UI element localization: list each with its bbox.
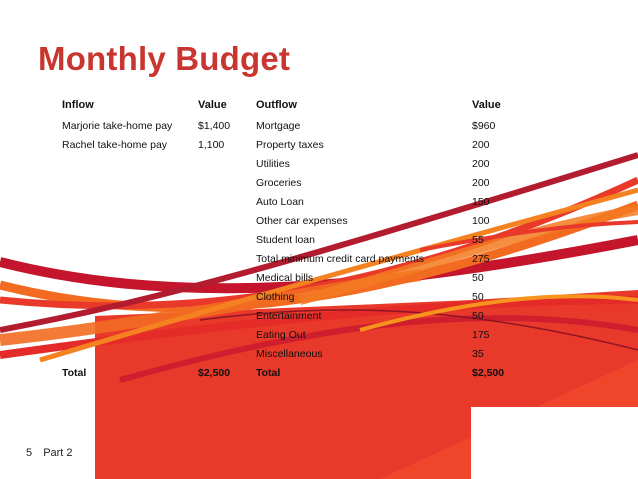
table-row: Total minimum credit card payments 275 <box>56 249 532 268</box>
total-row: Total $2,500 Total $2,500 <box>56 363 532 382</box>
outflow-value-cell: 100 <box>472 214 490 227</box>
slide-number: 5 <box>26 447 33 459</box>
outflow-value-cell: 200 <box>472 157 490 170</box>
inflow-value-cell: 1,100 <box>198 138 225 151</box>
outflow-cell: Other car expenses <box>256 214 348 227</box>
inflow-cell <box>56 306 192 325</box>
inflow-value-cell <box>192 306 250 325</box>
table-row: Rachel take-home pay 1,100 Property taxes 2… <box>56 135 532 154</box>
outflow-cell: Miscellaneous <box>256 347 323 360</box>
outflow-value-cell: 275 <box>472 252 490 265</box>
outflow-cell: Eating Out <box>256 328 306 341</box>
inflow-cell <box>56 344 192 363</box>
inflow-cell <box>56 230 192 249</box>
slide-footer: 5 Part 2 <box>26 447 73 459</box>
table-row: Auto Loan 150 <box>56 192 532 211</box>
outflow-cell: Mortgage <box>256 119 301 132</box>
outflow-value-cell: 175 <box>472 328 490 341</box>
inflow-value-cell <box>192 173 250 192</box>
outflow-cell: Total minimum credit card payments <box>256 252 425 265</box>
table-row: Other car expenses 100 <box>56 211 532 230</box>
total-outflow-label: Total <box>256 366 281 379</box>
table-header-row: Inflow Value Outflow Value <box>56 94 532 116</box>
inflow-value-cell <box>192 287 250 306</box>
inflow-cell <box>56 154 192 173</box>
inflow-value-cell <box>192 249 250 268</box>
outflow-value-cell: 50 <box>472 290 484 303</box>
header-outflow: Outflow <box>256 99 297 111</box>
inflow-cell <box>56 325 192 344</box>
page-title: Monthly Budget <box>38 40 291 77</box>
outflow-cell: Groceries <box>256 176 302 189</box>
inflow-value-cell <box>192 268 250 287</box>
outflow-value-cell: 150 <box>472 195 490 208</box>
budget-table: Inflow Value Outflow Value Marjorie take… <box>56 94 532 382</box>
inflow-cell: Marjorie take-home pay <box>62 119 173 132</box>
footer-white-box <box>471 407 638 479</box>
inflow-value-cell <box>192 230 250 249</box>
table-row: Entertainment 50 <box>56 306 532 325</box>
outflow-value-cell: 55 <box>472 233 484 246</box>
outflow-value-cell: 200 <box>472 138 490 151</box>
inflow-value-cell <box>192 211 250 230</box>
total-inflow-label: Total <box>62 366 87 379</box>
outflow-value-cell: 50 <box>472 271 484 284</box>
inflow-value-cell: $1,400 <box>198 119 231 132</box>
outflow-cell: Clothing <box>256 290 295 303</box>
inflow-value-cell <box>192 325 250 344</box>
inflow-cell <box>56 173 192 192</box>
table-row: Clothing 50 <box>56 287 532 306</box>
inflow-cell: Rachel take-home pay <box>62 138 168 151</box>
table-row: Medical bills 50 <box>56 268 532 287</box>
outflow-cell: Entertainment <box>256 309 322 322</box>
inflow-value-cell <box>192 192 250 211</box>
total-outflow-value: $2,500 <box>472 366 505 379</box>
table-row: Miscellaneous 35 <box>56 344 532 363</box>
header-inflow: Inflow <box>62 99 94 111</box>
header-outflow-value: Value <box>472 99 501 111</box>
outflow-cell: Utilities <box>256 157 290 170</box>
outflow-value-cell: $960 <box>472 119 496 132</box>
inflow-cell <box>56 211 192 230</box>
section-label: Part 2 <box>43 447 73 459</box>
inflow-value-cell <box>192 344 250 363</box>
outflow-cell: Medical bills <box>256 271 314 284</box>
table-row: Marjorie take-home pay $1,400 Mortgage $960 <box>56 116 532 135</box>
total-inflow-value: $2,500 <box>198 366 231 379</box>
outflow-cell: Auto Loan <box>256 195 304 208</box>
table-row: Student loan 55 <box>56 230 532 249</box>
inflow-value-cell <box>192 154 250 173</box>
inflow-cell <box>56 192 192 211</box>
table-row: Utilities 200 <box>56 154 532 173</box>
outflow-value-cell: 200 <box>472 176 490 189</box>
outflow-value-cell: 35 <box>472 347 484 360</box>
inflow-cell <box>56 268 192 287</box>
table-row: Eating Out 175 <box>56 325 532 344</box>
inflow-cell <box>56 249 192 268</box>
outflow-cell: Property taxes <box>256 138 324 151</box>
table-row: Groceries 200 <box>56 173 532 192</box>
header-inflow-value: Value <box>198 99 227 111</box>
inflow-cell <box>56 287 192 306</box>
outflow-cell: Student loan <box>256 233 315 246</box>
outflow-value-cell: 50 <box>472 309 484 322</box>
